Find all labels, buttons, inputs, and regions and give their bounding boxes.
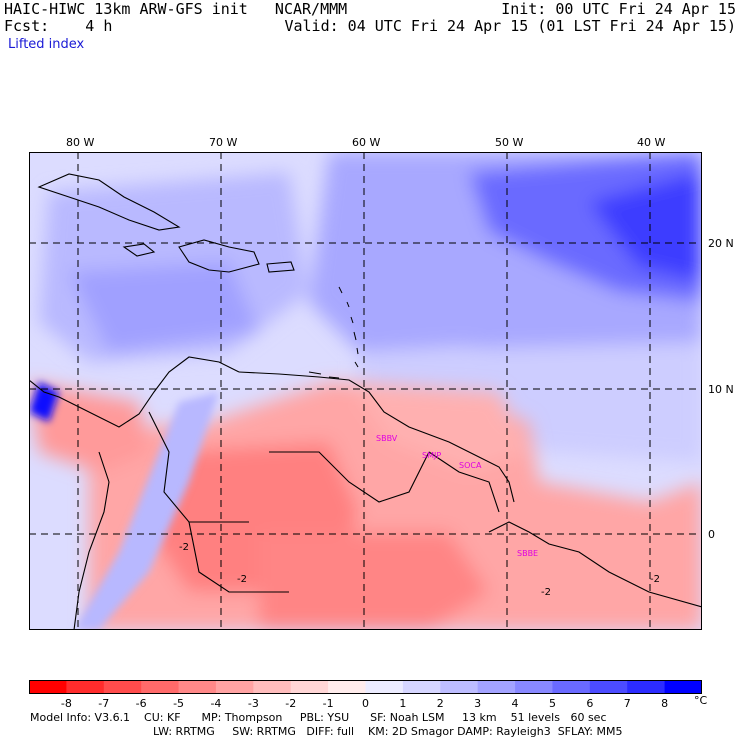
- colorbar-swatch: [328, 680, 366, 694]
- colorbar-swatch: [477, 680, 516, 694]
- colorbar-swatch: [215, 680, 254, 694]
- colorbar-tick-label: -8: [60, 697, 72, 710]
- forecast-hour: Fcst: 4 h: [4, 17, 113, 35]
- unstable-panama: [29, 382, 149, 472]
- colorbar-tick-label: 0: [362, 697, 369, 710]
- field-name: Lifted index: [8, 37, 85, 52]
- unstable-guiana: [349, 382, 529, 472]
- colorbar-tick-label: -5: [173, 697, 185, 710]
- colorbar-unit: °C: [694, 694, 708, 707]
- colorbar-tick-label: 7: [623, 697, 631, 710]
- colorbar-tick-label: -6: [135, 697, 147, 710]
- stable-caribbean-core: [69, 262, 259, 352]
- lon-label-60w: 60 W: [352, 136, 381, 149]
- colorbar-tick-label: 3: [474, 697, 482, 710]
- map-frame: [29, 152, 702, 630]
- unstable-region: [29, 382, 702, 630]
- colorbar-tick-label: -7: [98, 697, 110, 710]
- colorbar-swatch: [402, 680, 441, 694]
- model-info-line-1: Model Info: V3.6.1 CU: KF MP: Thompson P…: [30, 711, 607, 724]
- border-3: [428, 451, 500, 513]
- colorbar-tick-label: 2: [436, 697, 444, 710]
- colorbar-swatch: [66, 680, 105, 694]
- colorbar-swatch: [627, 680, 666, 694]
- colorbar-tick-label: 6: [586, 697, 594, 710]
- jamaica-coast: [122, 243, 156, 257]
- colorbar-tick-label: 5: [548, 697, 556, 710]
- lat-label-0: 0: [708, 528, 715, 541]
- hispaniola-coast: [178, 239, 260, 273]
- station-sbbv: SBBV: [376, 434, 398, 443]
- station-sbbe: SBBE: [517, 549, 538, 558]
- unstable-core-amazon: [259, 532, 489, 630]
- colorbar-swatch: [365, 680, 404, 694]
- station-soca: SOCA: [459, 461, 482, 470]
- colorbar-tick-label: 8: [661, 697, 669, 710]
- cuba-coast: [37, 173, 181, 231]
- colorbar-swatch: [440, 680, 479, 694]
- lat-label-10n: 10 N: [708, 383, 734, 396]
- colorbar-tick-label: 4: [511, 697, 519, 710]
- lon-label-40w: 40 W: [637, 136, 666, 149]
- colorbar-swatch: [552, 680, 591, 694]
- colorbar-tick-label: -3: [247, 697, 259, 710]
- colorbar-swatch: [29, 680, 67, 694]
- lon-label-80w: 80 W: [66, 136, 95, 149]
- contour-label: -2: [237, 574, 247, 585]
- colorbar-swatch: [515, 680, 553, 694]
- colorbar-swatch: [178, 680, 217, 694]
- antilles-islands: [308, 286, 359, 379]
- contour-label: -2: [179, 542, 189, 553]
- model-title: HAIC-HIWC 13km ARW-GFS init NCAR/MMM: [4, 0, 348, 18]
- colorbar-swatch: [290, 680, 329, 694]
- colorbar-tick-label: -2: [285, 697, 297, 710]
- lon-label-70w: 70 W: [209, 136, 238, 149]
- amazon-mouth: [488, 521, 702, 608]
- init-time: Init: 00 UTC Fri 24 Apr 15: [501, 0, 736, 18]
- colorbar-tick-label: 1: [399, 697, 407, 710]
- colorbar-swatch: [589, 680, 628, 694]
- stable-region: [39, 152, 702, 462]
- colorbar-swatch: [103, 680, 142, 694]
- andes-stable-strip: [29, 382, 219, 630]
- valid-time: Valid: 04 UTC Fri 24 Apr 15 (01 LST Fri …: [284, 17, 736, 35]
- station-smjp: SMJP: [422, 451, 441, 460]
- central-america-coast: [29, 356, 240, 428]
- stable-core-deep: [589, 172, 702, 282]
- contour-label: -2: [541, 587, 551, 598]
- graticule: [29, 152, 702, 630]
- colorbar-tick-label: -1: [322, 697, 334, 710]
- lat-label-20n: 20 N: [708, 237, 734, 250]
- contour-label: -2: [650, 574, 660, 585]
- colorbar: [29, 680, 702, 694]
- colorbar-frame: [29, 680, 702, 694]
- colorbar-swatch: [253, 680, 292, 694]
- colorbar-swatch: [664, 680, 702, 694]
- venezuela-coast: [238, 371, 515, 503]
- border-1: [148, 411, 249, 523]
- model-info-line-2: LW: RRTMG SW: RRTMG DIFF: full KM: 2D Sm…: [153, 725, 623, 738]
- lon-label-50w: 50 W: [495, 136, 524, 149]
- lifted-index-map: SBBV SMJP SOCA SBBE -2 -2 -2 -2: [29, 152, 702, 630]
- colorbar-tick-label: -4: [210, 697, 222, 710]
- colorbar-swatch: [141, 680, 180, 694]
- border-4: [188, 521, 289, 593]
- puerto-rico-coast: [266, 261, 295, 273]
